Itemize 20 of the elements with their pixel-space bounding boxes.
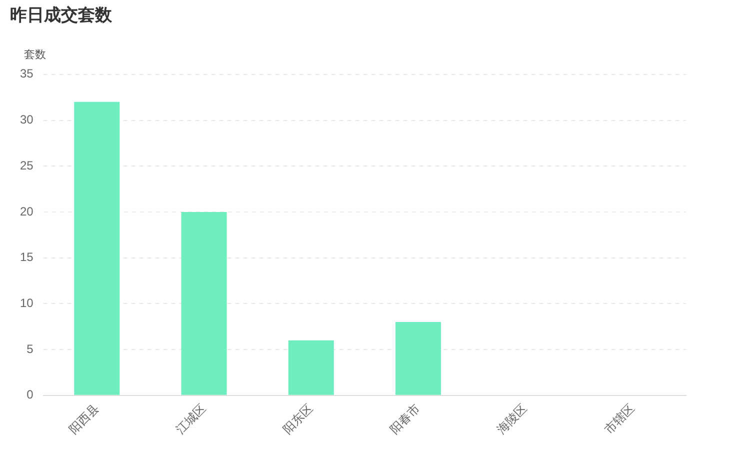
y-tick-label: 30 bbox=[20, 112, 34, 127]
x-tick-label: 阳东区 bbox=[280, 401, 316, 436]
y-tick-label: 20 bbox=[20, 204, 34, 218]
y-tick-label: 0 bbox=[26, 388, 34, 402]
y-tick-label: 10 bbox=[20, 296, 34, 310]
bar bbox=[181, 212, 227, 395]
x-tick-label: 江城区 bbox=[173, 401, 208, 436]
y-tick-label: 25 bbox=[20, 158, 34, 172]
y-axis-title: 套数 bbox=[24, 48, 46, 61]
x-tick-label: 市辖区 bbox=[602, 401, 637, 436]
bar bbox=[288, 340, 334, 395]
chart-title: 昨日成交套数 bbox=[10, 6, 113, 26]
y-tick-label: 5 bbox=[26, 342, 34, 356]
y-tick-label: 15 bbox=[20, 250, 34, 264]
y-tick-label: 35 bbox=[20, 66, 34, 81]
x-tick-label: 阳春市 bbox=[387, 401, 423, 436]
bar bbox=[395, 322, 441, 395]
x-tick-label: 阳西县 bbox=[66, 401, 102, 436]
x-tick-label: 海陵区 bbox=[494, 401, 530, 436]
bar bbox=[74, 102, 120, 395]
